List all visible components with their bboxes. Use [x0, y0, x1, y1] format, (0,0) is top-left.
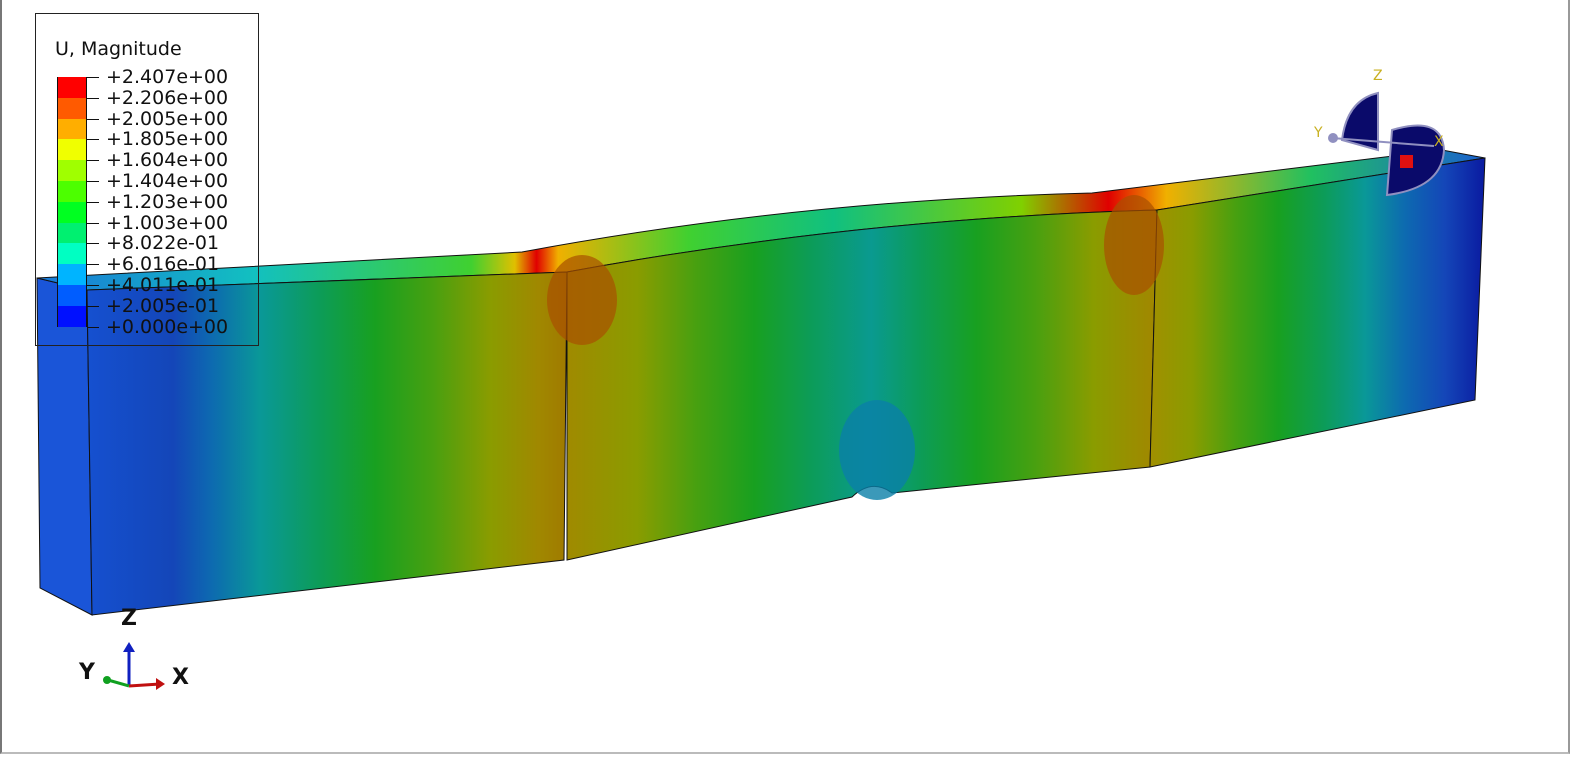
legend-value: +1.805e+00 — [106, 128, 229, 151]
legend-value: +1.003e+00 — [106, 211, 229, 234]
stress-hotspot — [1104, 195, 1164, 295]
legend-value: +1.203e+00 — [106, 190, 229, 213]
triad-y-label: Y — [79, 660, 95, 685]
legend-tick — [87, 201, 99, 203]
legend-tick — [87, 77, 99, 78]
legend-tick — [87, 139, 99, 141]
beam-segment-left — [86, 271, 568, 616]
legend-swatch — [57, 243, 87, 265]
legend-swatch — [57, 201, 87, 223]
legend-tick — [87, 160, 99, 162]
triad-z-label: Z — [121, 606, 137, 631]
legend-value: +2.005e-01 — [106, 294, 220, 317]
legend-value: +2.005e+00 — [106, 107, 229, 130]
legend-tick — [87, 285, 99, 286]
legend-tick — [87, 97, 99, 99]
legend-swatch — [57, 264, 87, 285]
legend-swatch — [57, 285, 87, 306]
legend-value: +8.022e-01 — [106, 232, 220, 255]
legend-value: +1.604e+00 — [106, 149, 229, 172]
view-orientation-cube[interactable] — [1328, 91, 1446, 197]
legend-swatch — [57, 97, 87, 119]
legend-title: U, Magnitude — [55, 38, 182, 60]
legend-tick — [87, 181, 99, 182]
legend-value: +6.016e-01 — [106, 253, 220, 276]
legend-tick — [87, 326, 99, 328]
legend-tick — [87, 222, 99, 224]
legend-swatch — [57, 160, 87, 181]
legend-value: +2.206e+00 — [106, 86, 229, 109]
view-cube-z-label: Z — [1373, 68, 1383, 84]
legend-swatch — [57, 139, 87, 161]
low-displacement-zone — [839, 400, 915, 500]
legend-swatch — [57, 222, 87, 244]
legend-swatch — [57, 181, 87, 202]
stress-hotspot — [547, 255, 617, 345]
legend-swatch — [57, 305, 87, 327]
legend-value: +1.404e+00 — [106, 170, 229, 192]
view-cube-y-label: Y — [1314, 125, 1323, 141]
contour-legend: U, Magnitude +2.407e+00 +2.206e+00 +2.005e… — [35, 13, 259, 346]
legend-tick — [87, 243, 99, 245]
triad-x-label: X — [172, 665, 189, 690]
view-cube-x-label: X — [1434, 134, 1444, 150]
legend-tick — [87, 305, 99, 307]
legend-value: +4.011e-01 — [106, 274, 220, 296]
beam-segment-right — [1149, 157, 1486, 468]
legend-value: +2.407e+00 — [106, 66, 229, 88]
legend-swatch — [57, 77, 87, 98]
axis-triad — [103, 642, 165, 690]
legend-tick — [87, 264, 99, 266]
legend-tick — [87, 118, 99, 120]
legend-swatch — [57, 118, 87, 140]
legend-value: +0.000e+00 — [106, 315, 229, 338]
beam-segment-middle — [566, 209, 1158, 561]
